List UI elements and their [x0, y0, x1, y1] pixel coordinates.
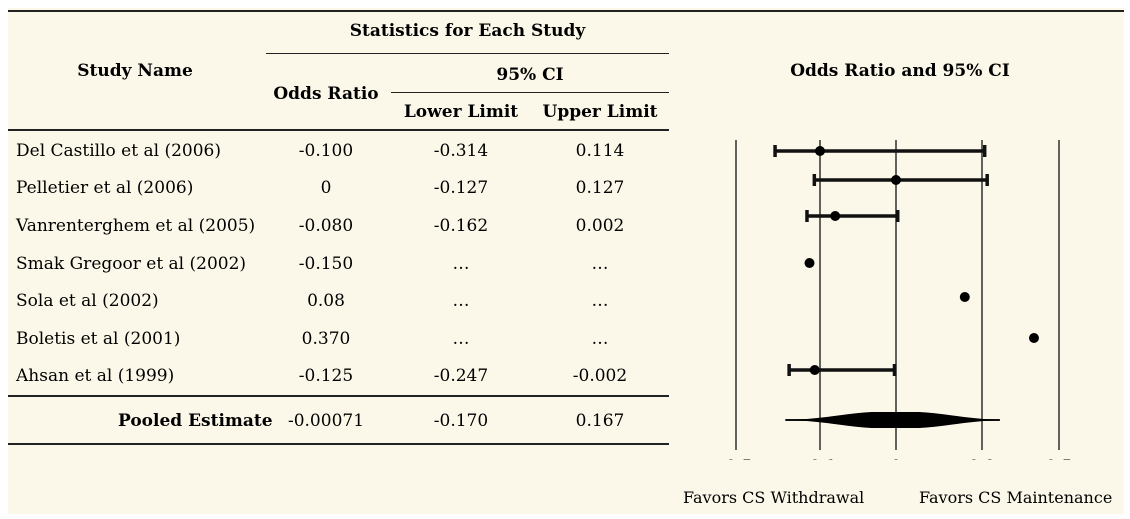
study-name: Pelletier et al (2006) [16, 178, 194, 198]
tick-label: -0.1 [803, 457, 836, 460]
tick-label: -0.5 [719, 457, 752, 460]
study-name: Sola et al (2002) [16, 291, 159, 311]
tick-label: 0.1 [968, 457, 995, 460]
odds-ratio-value: -0.125 [298, 366, 354, 386]
odds-ratio-value: 0 [320, 178, 332, 198]
upper-limit-value: … [591, 291, 609, 311]
study-name: Smak Gregoor et al (2002) [16, 254, 247, 274]
study-point [959, 292, 970, 302]
pooled-top-rule [8, 395, 669, 397]
odds-ratio-value: -0.100 [298, 141, 354, 161]
header-statistics: Statistics for Each Study [349, 21, 586, 41]
lower-limit-value: -0.314 [433, 141, 489, 161]
tick-label: 0 [891, 457, 902, 460]
pooled-upper-limit: 0.167 [575, 411, 625, 431]
study-point [830, 211, 841, 221]
forest-plot: -0.5 -0.1 0 0.1 0.5 [719, 140, 1073, 460]
header-bottom-rule [8, 129, 669, 131]
lower-limit-value: … [452, 329, 470, 349]
pooled-estimate-shape [795, 412, 995, 428]
study-name: Boletis et al (2001) [16, 329, 181, 349]
header-lower-limit: Lower Limit [403, 102, 519, 122]
odds-ratio-value: 0.08 [307, 291, 345, 311]
header-study-name: Study Name [77, 61, 193, 81]
study-name: Ahsan et al (1999) [16, 366, 175, 386]
study-name: Del Castillo et al (2006) [16, 141, 221, 161]
study-point [804, 258, 815, 268]
top-rule [8, 10, 1124, 12]
lower-limit-value: … [452, 254, 470, 274]
study-name: Vanrenterghem et al (2005) [16, 216, 256, 236]
lower-limit-value: -0.127 [433, 178, 489, 198]
upper-limit-value: 0.127 [575, 178, 625, 198]
odds-ratio-value: -0.080 [298, 216, 354, 236]
statistics-rule [266, 53, 669, 54]
tick-label: 0.5 [1045, 457, 1072, 460]
pooled-odds-ratio: -0.00071 [287, 411, 365, 431]
study-point [815, 146, 825, 156]
upper-limit-value: … [591, 329, 609, 349]
header-upper-limit: Upper Limit [542, 102, 658, 122]
upper-limit-value: 0.002 [575, 216, 625, 236]
study-point [1028, 333, 1039, 343]
ci-rule [391, 92, 669, 93]
pooled-label: Pooled Estimate [118, 411, 273, 431]
header-plot-title: Odds Ratio and 95% CI [790, 61, 1010, 81]
odds-ratio-value: -0.150 [298, 254, 354, 274]
favors-right-label: Favors CS Maintenance [919, 488, 1113, 507]
upper-limit-value: … [591, 254, 609, 274]
study-point [809, 365, 820, 375]
header-odds-ratio: Odds Ratio [273, 84, 379, 104]
pooled-lower-limit: -0.170 [433, 411, 489, 431]
pooled-bottom-rule [8, 443, 669, 445]
header-ci: 95% CI [496, 65, 564, 85]
upper-limit-value: -0.002 [572, 366, 628, 386]
favors-left-label: Favors CS Withdrawal [683, 488, 865, 507]
lower-limit-value: -0.247 [433, 366, 489, 386]
lower-limit-value: … [452, 291, 470, 311]
lower-limit-value: -0.162 [433, 216, 489, 236]
upper-limit-value: 0.114 [575, 141, 625, 161]
study-point [891, 175, 901, 185]
odds-ratio-value: 0.370 [301, 329, 351, 349]
